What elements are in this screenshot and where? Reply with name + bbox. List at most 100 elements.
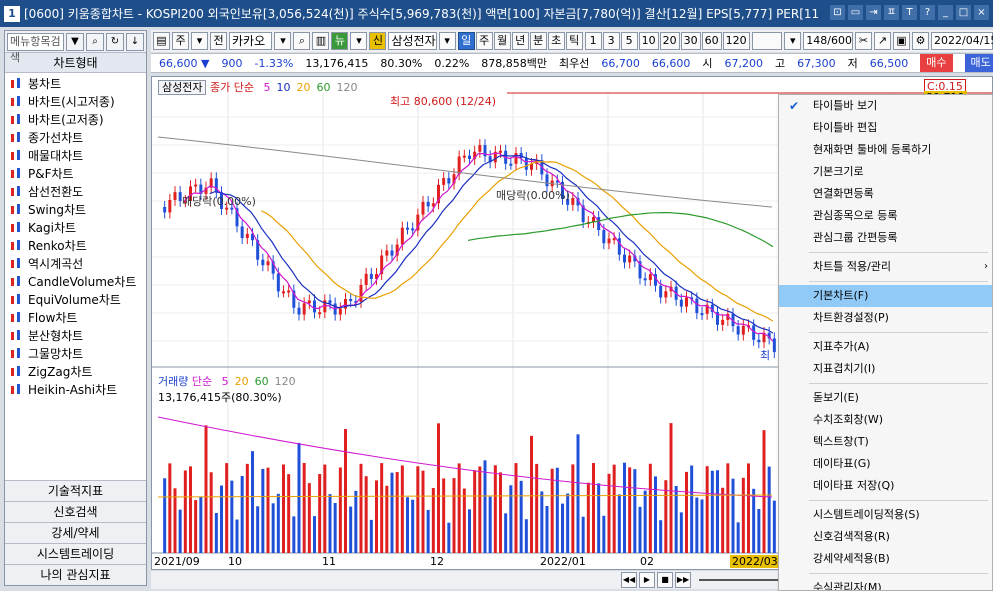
- context-menu-item[interactable]: 관심그룹 간편등록: [779, 227, 992, 249]
- context-menu-item[interactable]: 관심종목으로 등록: [779, 205, 992, 227]
- stop-icon[interactable]: ■: [657, 572, 673, 588]
- chart-type-item[interactable]: EquiVolume차트: [5, 291, 146, 309]
- chart-type-item[interactable]: 바차트(시고저종): [5, 93, 146, 111]
- maximize-button[interactable]: □: [956, 5, 971, 20]
- context-menu-item[interactable]: 지표겹치기(I): [779, 358, 992, 380]
- save-icon[interactable]: ▣: [893, 32, 910, 50]
- chart-type-item[interactable]: Heikin-Ashi차트: [5, 381, 146, 399]
- context-menu-item[interactable]: 데이타표 저장(Q): [779, 475, 992, 497]
- stock2-field[interactable]: 삼성전자: [388, 32, 437, 50]
- left-bottom-tab[interactable]: 기술적지표: [5, 480, 146, 501]
- interval-dropdown-icon[interactable]: ▾: [784, 32, 802, 50]
- chart-type-item[interactable]: 봉차트: [5, 75, 146, 93]
- stock-list-icon[interactable]: ▥: [312, 32, 330, 50]
- interval-button[interactable]: 3: [602, 32, 620, 50]
- interval-button[interactable]: 120: [722, 32, 750, 50]
- context-menu-item[interactable]: 텍스트창(T): [779, 431, 992, 453]
- left-bottom-tab[interactable]: 신호검색: [5, 501, 146, 522]
- zoom-slider[interactable]: [699, 579, 779, 581]
- context-menu-item[interactable]: 수식관리자(M): [779, 577, 992, 590]
- chart-type-item[interactable]: Kagi차트: [5, 219, 146, 237]
- chart-type-item[interactable]: P&F차트: [5, 165, 146, 183]
- scroll-next-icon[interactable]: ▶▶: [675, 572, 691, 588]
- search-icon[interactable]: ⌕: [86, 32, 104, 51]
- help-icon[interactable]: ?: [920, 5, 935, 20]
- stock-tag[interactable]: 삼성전자: [158, 80, 207, 95]
- link-icon[interactable]: ⇥: [866, 5, 881, 20]
- period-tab[interactable]: 년: [511, 32, 529, 50]
- scissors-icon[interactable]: ✂: [855, 32, 872, 50]
- context-menu-item[interactable]: 시스템트레이딩적용(S): [779, 504, 992, 526]
- context-menu-item[interactable]: 신호검색적용(R): [779, 526, 992, 548]
- bar-count-input[interactable]: 148/600: [803, 32, 853, 50]
- context-menu-item[interactable]: 강세약세적용(B): [779, 548, 992, 570]
- chart-type-item[interactable]: 종가선차트: [5, 129, 146, 147]
- type2-button[interactable]: 전: [210, 32, 227, 50]
- news-dropdown-icon[interactable]: ▾: [350, 32, 368, 50]
- refresh-icon[interactable]: ↻: [106, 32, 124, 51]
- chart-type-item[interactable]: ZigZag차트: [5, 363, 146, 381]
- left-bottom-tab[interactable]: 강세/약세: [5, 522, 146, 543]
- chart-type-item[interactable]: 그물망차트: [5, 345, 146, 363]
- stock-name-input[interactable]: 카카오: [229, 32, 273, 50]
- chart-type-item[interactable]: 분산형차트: [5, 327, 146, 345]
- period-tab[interactable]: 초: [547, 32, 565, 50]
- window-icon[interactable]: ▭: [848, 5, 863, 20]
- interval-input[interactable]: [751, 32, 783, 50]
- stock-search-icon[interactable]: ⌕: [293, 32, 311, 50]
- interval-button[interactable]: 60: [701, 32, 722, 50]
- menu-search-input[interactable]: 메뉴항목검색: [7, 32, 64, 64]
- context-menu-item[interactable]: 차트틀 적용/관리 ›: [779, 256, 992, 278]
- type1-dropdown-icon[interactable]: ▾: [191, 32, 208, 50]
- chart-type-item[interactable]: 바차트(고저종): [5, 111, 146, 129]
- chart-type-item[interactable]: Renko차트: [5, 237, 146, 255]
- context-menu-item[interactable]: 차트환경설정(P): [779, 307, 992, 329]
- context-menu-item[interactable]: ✔ 타이틀바 보기: [779, 95, 992, 117]
- date-input[interactable]: 2022/04/15: [931, 32, 993, 50]
- window-number[interactable]: 1: [4, 5, 20, 22]
- arrow-icon[interactable]: ↗: [874, 32, 891, 50]
- interval-button[interactable]: 20: [659, 32, 680, 50]
- chart-type-item[interactable]: Flow차트: [5, 309, 146, 327]
- close-button[interactable]: ×: [974, 5, 989, 20]
- interval-button[interactable]: 5: [620, 32, 638, 50]
- pin-icon[interactable]: ㅍ: [884, 5, 899, 20]
- chart-type-item[interactable]: 매물대차트: [5, 147, 146, 165]
- download-icon[interactable]: ↓: [126, 32, 144, 51]
- context-menu-item[interactable]: 기본크기로: [779, 161, 992, 183]
- context-menu-item[interactable]: 연결화면등록: [779, 183, 992, 205]
- buy-button[interactable]: 매수: [920, 54, 953, 72]
- left-bottom-tab[interactable]: 나의 관심지표: [5, 564, 146, 585]
- context-menu-item[interactable]: 돋보기(E): [779, 387, 992, 409]
- chart-type-item[interactable]: 역시계곡선: [5, 255, 146, 273]
- chart-type-item[interactable]: CandleVolume차트: [5, 273, 146, 291]
- type1-select[interactable]: 주: [172, 32, 189, 50]
- period-tab[interactable]: 틱: [565, 32, 583, 50]
- context-menu-item[interactable]: 현재화면 툴바에 등록하기: [779, 139, 992, 161]
- context-menu-item[interactable]: 지표추가(A): [779, 336, 992, 358]
- scroll-prev-icon[interactable]: ▶: [639, 572, 655, 588]
- chart-menu-icon[interactable]: ▤: [153, 32, 170, 50]
- stock2-dropdown-icon[interactable]: ▾: [438, 32, 456, 50]
- chart-type-item[interactable]: Swing차트: [5, 201, 146, 219]
- minimize-button[interactable]: _: [938, 5, 953, 20]
- chart-type-item[interactable]: 삼선전환도: [5, 183, 146, 201]
- context-menu-item[interactable]: 기본차트(F): [779, 285, 992, 307]
- context-menu-item[interactable]: 타이틀바 편집: [779, 117, 992, 139]
- news-button[interactable]: 뉴: [331, 32, 349, 50]
- sell-button[interactable]: 매도: [964, 54, 993, 72]
- interval-button[interactable]: 1: [584, 32, 602, 50]
- interval-button[interactable]: 10: [638, 32, 659, 50]
- period-tab[interactable]: 주: [475, 32, 493, 50]
- period-tab[interactable]: 분: [529, 32, 547, 50]
- period-tab[interactable]: 월: [493, 32, 511, 50]
- stock-dropdown-icon[interactable]: ▾: [274, 32, 292, 50]
- period-tab[interactable]: 일: [457, 32, 475, 50]
- settings-icon[interactable]: ⚙: [912, 32, 929, 50]
- screen-icon[interactable]: ⊡: [830, 5, 845, 20]
- context-menu-item[interactable]: 수치조회창(W): [779, 409, 992, 431]
- interval-button[interactable]: 30: [680, 32, 701, 50]
- left-bottom-tab[interactable]: 시스템트레이딩: [5, 543, 146, 564]
- context-menu-item[interactable]: 데이타표(G): [779, 453, 992, 475]
- dropdown-icon[interactable]: ▼: [66, 32, 84, 51]
